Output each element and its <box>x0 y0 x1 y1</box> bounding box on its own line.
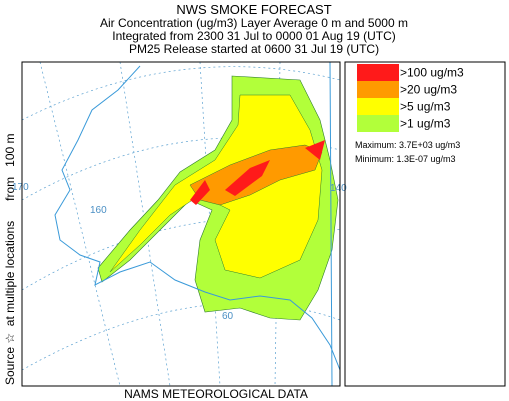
legend-label: >20 ug/m3 <box>400 83 457 97</box>
footer: NAMS METEOROLOGICAL DATA <box>124 387 308 401</box>
legend-swatch <box>357 115 399 132</box>
smoke-5 <box>305 140 325 160</box>
legend-swatch <box>357 81 399 98</box>
subtitle: Integrated from 2300 31 Jul to 0000 01 A… <box>112 29 396 43</box>
coastline <box>54 62 340 386</box>
grid-label: 60 <box>222 311 234 322</box>
map: 170 160 60 140 <box>12 61 347 387</box>
subtitle: PM25 Release started at 0600 31 Jul 19 (… <box>129 42 379 56</box>
side-label: Source ☆ at multiple locations from 100 … <box>3 133 17 385</box>
map-frame <box>21 61 341 387</box>
legend-stat: Minimum: 1.3E-07 ug/m3 <box>355 154 456 164</box>
title: NWS SMOKE FORECAST <box>176 2 331 17</box>
legend-swatch <box>357 98 399 115</box>
smoke-4 <box>225 160 270 196</box>
subtitle: Air Concentration (ug/m3) Layer Average … <box>100 16 408 30</box>
legend-label: >100 ug/m3 <box>400 66 464 80</box>
legend-stat: Maximum: 3.7E+03 ug/m3 <box>355 140 460 150</box>
legend: >100 ug/m3 >20 ug/m3 >5 ug/m3 >1 ug/m3 Maxim… <box>355 64 464 164</box>
legend-label: >1 ug/m3 <box>400 117 451 131</box>
graticule <box>22 62 340 386</box>
smoke-6 <box>190 180 210 205</box>
legend-label: >5 ug/m3 <box>400 100 451 114</box>
grid-label: 160 <box>90 205 107 216</box>
grid-label: 170 <box>12 182 29 193</box>
grid-label: 140 <box>330 183 347 194</box>
legend-swatch <box>357 64 399 81</box>
legend-frame <box>344 61 506 387</box>
